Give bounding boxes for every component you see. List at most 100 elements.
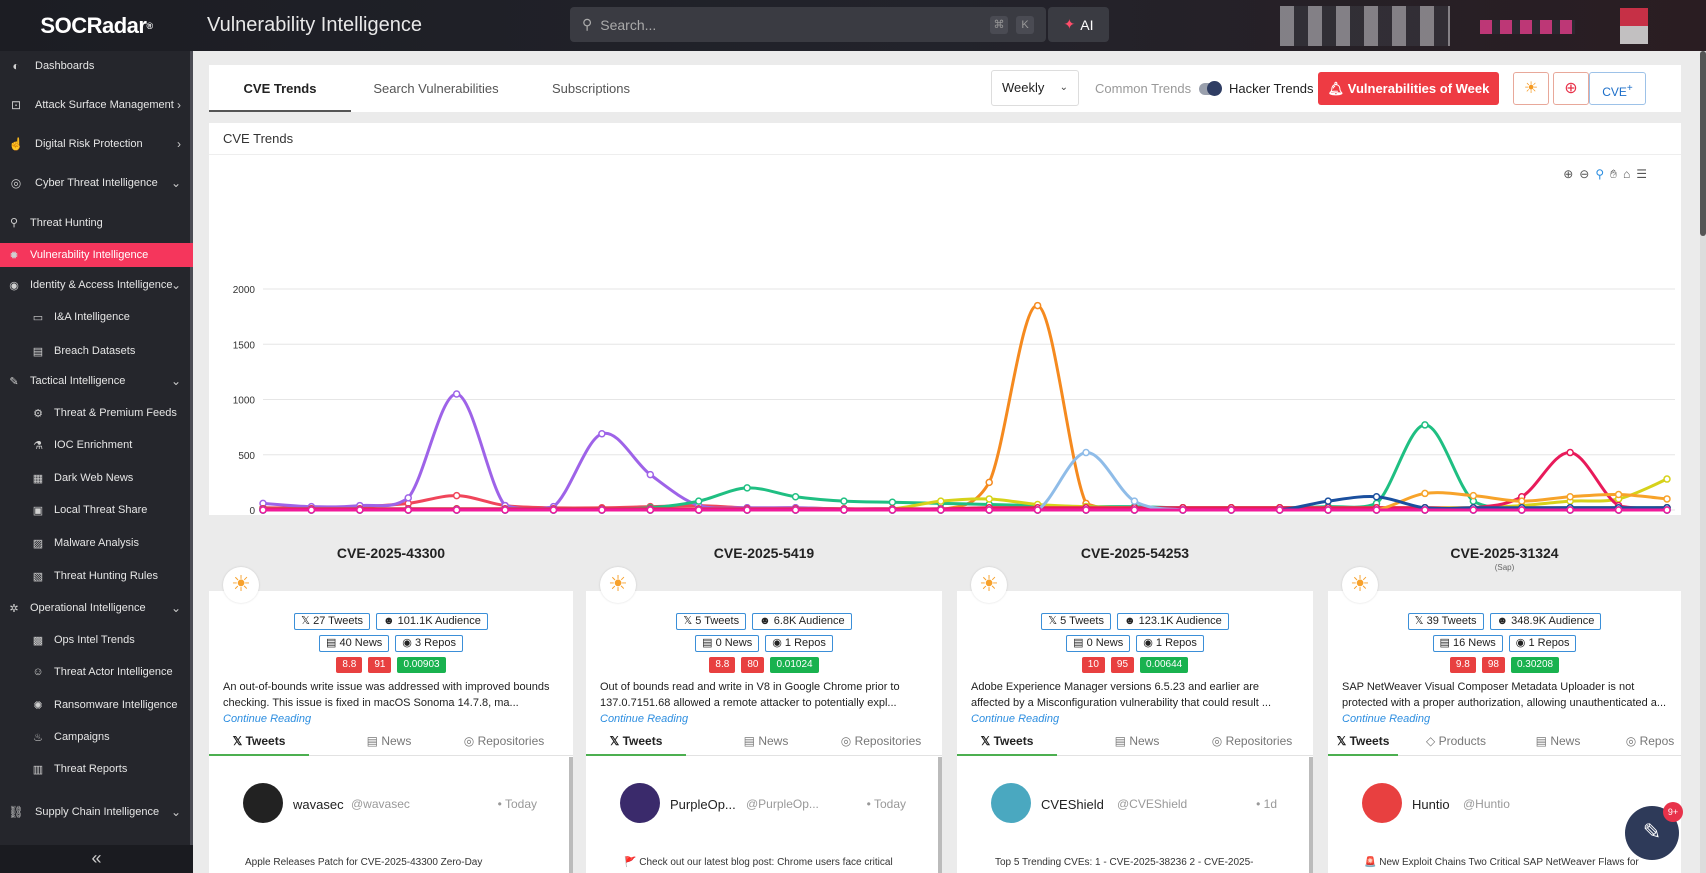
data-point[interactable] <box>1421 421 1429 429</box>
sidebar-item-dark-web-news[interactable]: ▦ Dark Web News <box>0 467 193 489</box>
card-tab-news[interactable]: ▤ News <box>1518 727 1598 756</box>
card-header[interactable]: CVE-2025-5419 <box>586 531 942 591</box>
data-point[interactable] <box>1469 491 1478 500</box>
data-point[interactable] <box>404 494 412 502</box>
sidebar-item-tactical-intelligence[interactable]: ✎ Tactical Intelligence ⌄ <box>0 369 193 393</box>
sidebar-item-dashboards[interactable]: ◐ Dashboards <box>0 51 193 81</box>
data-point[interactable] <box>1469 506 1478 514</box>
card-tab-tweets[interactable]: 𝕏 Tweets <box>586 727 686 756</box>
data-point[interactable] <box>1614 506 1623 514</box>
card-tab-repositories[interactable]: ◎ Repositories <box>816 727 942 756</box>
data-point[interactable] <box>1130 506 1139 514</box>
add-button[interactable]: ⊕ <box>1553 72 1589 105</box>
card-tab-repositories[interactable]: ◎ Repositories <box>1187 727 1313 756</box>
sidebar-item-identity-access-intelligence[interactable]: ◉ Identity & Access Intelligence ⌄ <box>0 273 193 297</box>
page-scrollbar[interactable] <box>1700 51 1706 873</box>
collapse-sidebar-button[interactable]: « <box>0 845 193 873</box>
data-point[interactable] <box>985 506 993 514</box>
sidebar-item-operational-intelligence[interactable]: ✲ Operational Intelligence ⌄ <box>0 597 193 619</box>
data-point[interactable] <box>1324 497 1332 505</box>
data-point[interactable] <box>452 390 461 398</box>
data-point[interactable] <box>259 506 267 514</box>
magnifier-icon[interactable]: ⚲ <box>1595 167 1611 181</box>
data-point[interactable] <box>356 506 364 514</box>
data-point[interactable] <box>1324 506 1332 514</box>
chat-button[interactable]: ✎ 9+ <box>1625 802 1683 860</box>
period-select[interactable]: Weekly ⌄ <box>991 70 1079 106</box>
zoom-out-icon[interactable]: ⊖ <box>1579 167 1596 181</box>
ai-button[interactable]: ✦ AI <box>1048 7 1109 42</box>
data-point[interactable] <box>888 506 897 514</box>
cve-add-button[interactable]: CVE+ <box>1589 72 1646 105</box>
sidebar-item-ioc-enrichment[interactable]: ⚗ IOC Enrichment <box>0 434 193 456</box>
sidebar-item-attack-surface-management[interactable]: ⊡ Attack Surface Management › <box>0 86 193 124</box>
data-point[interactable] <box>937 506 945 514</box>
sidebar-item-threat-reports[interactable]: ▥ Threat Reports <box>0 758 193 780</box>
sidebar-scrollbar[interactable] <box>190 51 193 845</box>
news-pill[interactable]: ▤ 40 News <box>319 635 390 652</box>
socradar-logo[interactable]: SOCRadar ® <box>0 0 193 51</box>
card-scrollbar[interactable] <box>1309 757 1313 873</box>
blurred-avatar[interactable] <box>1620 8 1648 44</box>
data-point[interactable] <box>1518 497 1526 505</box>
data-point[interactable] <box>1179 506 1187 514</box>
continue-reading-link[interactable]: Continue Reading <box>1342 713 1431 725</box>
tweets-pill[interactable]: 𝕏 5 Tweets <box>676 613 747 630</box>
sidebar-item-i-a-intelligence[interactable]: ▭ I&A Intelligence <box>0 305 193 329</box>
card-tab-news[interactable]: ▤ News <box>319 727 459 756</box>
zoom-in-icon[interactable]: ⊕ <box>1563 167 1580 181</box>
data-point[interactable] <box>937 497 945 505</box>
data-point[interactable] <box>743 506 751 514</box>
sidebar-item-breach-datasets[interactable]: ▤ Breach Datasets <box>0 339 193 363</box>
continue-reading-link[interactable]: Continue Reading <box>971 713 1060 725</box>
repos-pill[interactable]: ◉ 1 Repos <box>1136 635 1204 652</box>
data-point[interactable] <box>694 497 703 505</box>
data-point[interactable] <box>791 506 800 514</box>
card-tab-tweets[interactable]: 𝕏 Tweets <box>209 727 309 756</box>
data-point[interactable] <box>791 492 800 501</box>
data-point[interactable] <box>1614 490 1623 499</box>
data-point[interactable] <box>1663 495 1671 503</box>
sidebar-item-cyber-threat-intelligence[interactable]: ◎ Cyber Threat Intelligence ⌄ <box>0 164 193 202</box>
sidebar-item-vulnerability-intelligence[interactable]: ✹ Vulnerability Intelligence <box>0 243 193 267</box>
sidebar-item-supply-chain-intelligence[interactable]: ⛓ Supply Chain Intelligence ⌄ <box>0 795 193 829</box>
card-tab-news[interactable]: ▤ News <box>696 727 836 756</box>
data-point[interactable] <box>501 506 509 514</box>
search-input[interactable]: ⚲ Search... ⌘ K <box>570 7 1046 42</box>
data-point[interactable] <box>1663 506 1671 514</box>
audience-pill[interactable]: ☻ 6.8K Audience <box>752 613 852 630</box>
tweet-handle[interactable]: @PurpleOp... <box>746 797 819 811</box>
bug-filter-button[interactable]: ☀ <box>1513 72 1549 105</box>
data-point[interactable] <box>1130 497 1139 505</box>
audience-pill[interactable]: ☻ 123.1K Audience <box>1116 613 1229 630</box>
sidebar-item-threat-hunting[interactable]: ⚲ Threat Hunting <box>0 211 193 234</box>
tweet-item[interactable]: Huntio @Huntio 🚨 New Exploit Chains Two … <box>1328 757 1681 873</box>
tweet-item[interactable]: PurpleOp... @PurpleOp... • Today 🚩 Check… <box>586 757 942 873</box>
card-header[interactable]: CVE-2025-54253 <box>957 531 1313 591</box>
data-point[interactable] <box>1275 506 1284 514</box>
card-tab-products[interactable]: ◇ Products <box>1406 727 1506 756</box>
sidebar-item-threat-hunting-rules[interactable]: ▧ Threat Hunting Rules <box>0 565 193 587</box>
data-point[interactable] <box>1566 448 1574 457</box>
tweets-pill[interactable]: 𝕏 39 Tweets <box>1407 613 1484 630</box>
data-point[interactable] <box>1566 506 1574 514</box>
card-tab-tweets[interactable]: 𝕏 Tweets <box>1328 727 1398 756</box>
data-point[interactable] <box>1033 301 1042 310</box>
sidebar-item-digital-risk-protection[interactable]: ☝ Digital Risk Protection › <box>0 124 193 164</box>
data-point[interactable] <box>1663 475 1671 483</box>
data-point[interactable] <box>307 506 316 514</box>
data-point[interactable] <box>1033 506 1042 514</box>
tweet-handle[interactable]: @CVEShield <box>1117 797 1188 811</box>
tab-search-vulnerabilities[interactable]: Search Vulnerabilities <box>373 81 499 96</box>
card-tab-repositories[interactable]: ◎ Repositories <box>439 727 569 756</box>
data-point[interactable] <box>1082 506 1090 514</box>
tweets-pill[interactable]: 𝕏 27 Tweets <box>294 613 371 630</box>
data-point[interactable] <box>985 495 993 503</box>
data-point[interactable] <box>1518 506 1526 514</box>
audience-pill[interactable]: ☻ 101.1K Audience <box>376 613 488 630</box>
data-point[interactable] <box>888 498 897 507</box>
scroll-thumb[interactable] <box>1700 51 1706 236</box>
repos-pill[interactable]: ◉ 3 Repos <box>395 635 463 652</box>
menu-icon[interactable]: ☰ <box>1636 167 1653 181</box>
vulnerabilities-of-week-button[interactable]: 🔔︎ Vulnerabilities of Week <box>1318 72 1499 105</box>
